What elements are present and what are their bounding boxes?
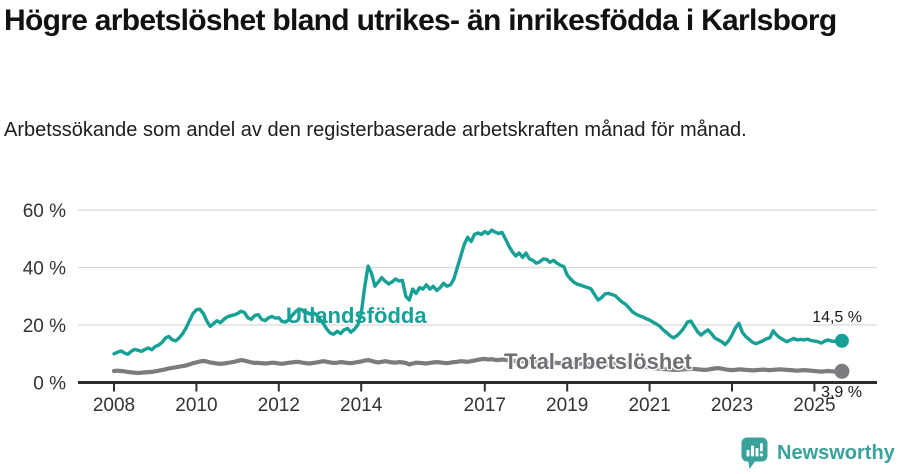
end-dot-utlandsfodda	[834, 333, 849, 348]
chart-title: Högre arbetslöshet bland utrikes- än inr…	[4, 4, 837, 37]
series-label-utlandsfodda: Utlandsfödda	[286, 303, 427, 328]
y-tick-label: 20 %	[23, 316, 66, 337]
x-tick-label: 2021	[628, 395, 670, 416]
y-tick-label: 40 %	[23, 259, 66, 280]
x-tick-label: 2023	[711, 395, 753, 416]
x-tick-label: 2019	[546, 395, 588, 416]
line-utlandsfodda	[112, 228, 844, 356]
newsworthy-logo-text: Newsworthy	[777, 442, 895, 464]
x-tick-label: 2012	[258, 395, 300, 416]
end-dot-total	[834, 363, 850, 379]
x-tick-label: 2017	[464, 395, 506, 416]
newsworthy-logo[interactable]: Newsworthy	[741, 437, 895, 470]
end-value-label-utlandsfodda: 14,5 %	[812, 309, 862, 326]
newsworthy-logo-icon	[741, 437, 769, 470]
x-tick-label: 2014	[340, 395, 383, 416]
x-tick-label: 2008	[93, 395, 135, 416]
chart-subtitle: Arbetssökande som andel av den registerb…	[4, 119, 747, 141]
line-total	[111, 356, 845, 376]
series-label-total-arbetsloshet: Total arbetslöshet	[504, 349, 692, 374]
y-tick-label: 60 %	[23, 201, 66, 222]
x-tick-label: 2025	[793, 395, 835, 416]
y-tick-label: 0 %	[33, 374, 66, 395]
x-tick-label: 2010	[175, 395, 217, 416]
end-value-label-total: 3,9 %	[821, 384, 862, 401]
